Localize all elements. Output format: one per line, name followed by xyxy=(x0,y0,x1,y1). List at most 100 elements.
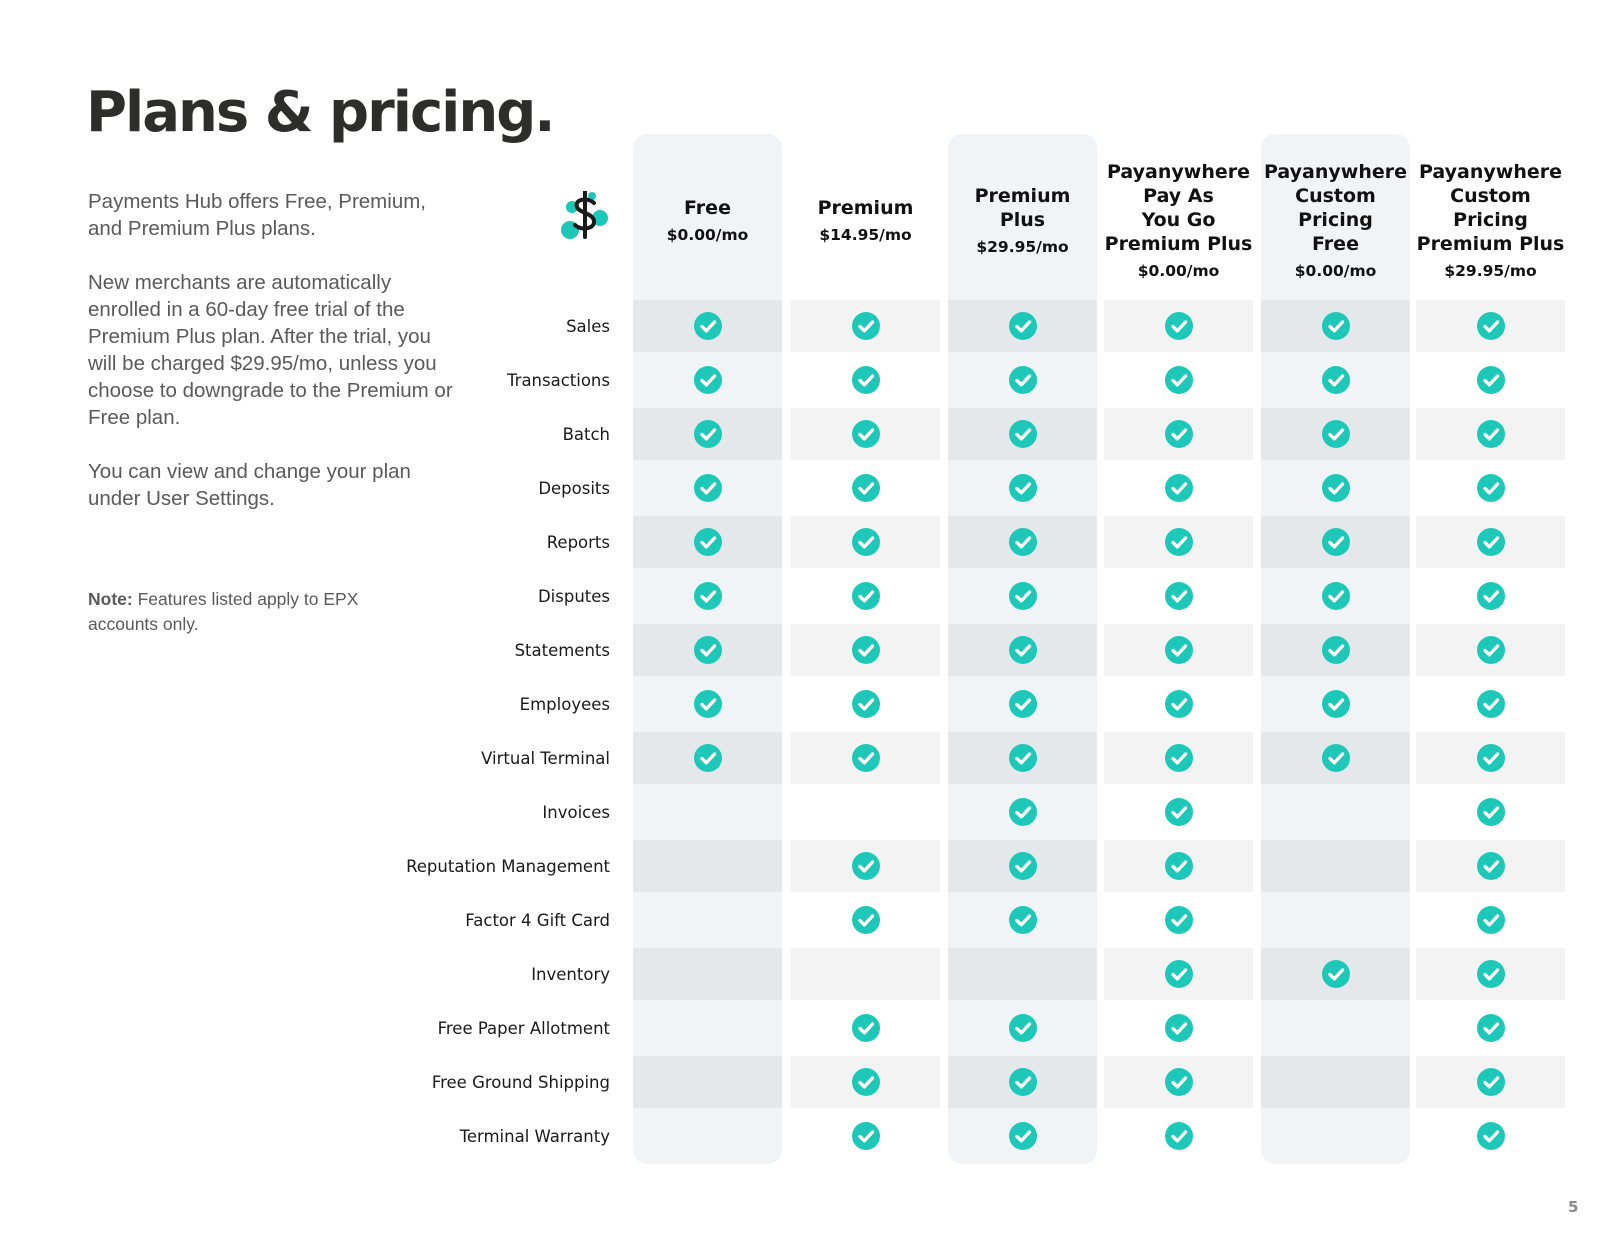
check-icon xyxy=(1476,366,1505,394)
plan-price: $29.95/mo xyxy=(976,238,1069,256)
check-icon xyxy=(1008,1122,1037,1150)
page-title: Plans & pricing. xyxy=(86,80,556,145)
feature-label: Free Ground Shipping xyxy=(431,1073,610,1092)
feature-label: Reports xyxy=(546,533,610,552)
check-icon xyxy=(693,474,722,502)
check-icon xyxy=(1008,798,1037,826)
check-icon xyxy=(851,528,880,556)
check-icon xyxy=(693,420,722,448)
check-icon xyxy=(1008,1014,1037,1042)
check-icon xyxy=(1008,852,1037,880)
feature-label: Invoices xyxy=(542,803,610,822)
check-icon xyxy=(1008,420,1037,448)
feature-label: Statements xyxy=(514,641,610,660)
check-icon xyxy=(1476,744,1505,772)
note-label: Note: xyxy=(88,589,133,609)
check-icon xyxy=(851,582,880,610)
page-number: 5 xyxy=(1568,1198,1579,1216)
check-icon xyxy=(1321,582,1350,610)
check-icon xyxy=(1164,744,1193,772)
check-icon xyxy=(1321,960,1350,988)
check-icon xyxy=(693,744,722,772)
check-icon xyxy=(1321,474,1350,502)
check-icon xyxy=(851,1068,880,1096)
row-band xyxy=(1261,840,1410,892)
intro-text: Payments Hub offers Free, Premium, and P… xyxy=(88,188,458,539)
check-icon xyxy=(851,420,880,448)
check-icon xyxy=(851,312,880,340)
check-icon xyxy=(1164,1122,1193,1150)
intro-paragraph: Payments Hub offers Free, Premium, and P… xyxy=(88,190,426,240)
check-icon xyxy=(1008,312,1037,340)
plan-header: Premium $14.95/mo xyxy=(791,150,940,290)
check-icon xyxy=(1476,1122,1505,1150)
check-icon xyxy=(851,474,880,502)
plan-price: $0.00/mo xyxy=(1294,262,1377,280)
check-icon xyxy=(851,1122,880,1150)
row-band xyxy=(791,948,940,1000)
plan-name: Free xyxy=(684,197,731,219)
check-icon xyxy=(1476,636,1505,664)
plan-price: $0.00/mo xyxy=(1137,262,1220,280)
feature-label: Virtual Terminal xyxy=(481,749,610,768)
check-icon xyxy=(1008,528,1037,556)
check-icon xyxy=(1164,1014,1193,1042)
row-band xyxy=(1261,1056,1410,1108)
plan-name: Payanywhere Custom Pricing Free xyxy=(1264,161,1407,255)
feature-label: Factor 4 Gift Card xyxy=(465,911,610,930)
dollar-molecule-icon xyxy=(561,191,608,239)
check-icon xyxy=(1476,474,1505,502)
feature-label: Terminal Warranty xyxy=(459,1127,610,1146)
check-icon xyxy=(1476,312,1505,340)
check-icon xyxy=(1321,312,1350,340)
plan-price: $14.95/mo xyxy=(819,226,912,244)
row-band xyxy=(948,948,1097,1000)
check-icon xyxy=(1321,636,1350,664)
check-icon xyxy=(1164,690,1193,718)
row-band xyxy=(633,1056,782,1108)
feature-label: Deposits xyxy=(538,479,610,498)
feature-label: Transactions xyxy=(507,371,610,390)
check-icon xyxy=(1321,744,1350,772)
check-icon xyxy=(693,312,722,340)
check-icon xyxy=(851,636,880,664)
check-icon xyxy=(1476,1068,1505,1096)
check-icon xyxy=(1476,528,1505,556)
check-icon xyxy=(851,906,880,934)
feature-label: Reputation Management xyxy=(406,857,610,876)
check-icon xyxy=(1164,1068,1193,1096)
feature-label: Disputes xyxy=(537,587,610,606)
check-icon xyxy=(1476,690,1505,718)
feature-label: Inventory xyxy=(531,965,610,984)
check-icon xyxy=(1164,960,1193,988)
check-icon xyxy=(1164,474,1193,502)
note-text: Features listed apply to EPX accounts on… xyxy=(88,589,359,634)
check-icon xyxy=(1164,420,1193,448)
check-icon xyxy=(1321,366,1350,394)
row-band xyxy=(633,840,782,892)
check-icon xyxy=(1476,960,1505,988)
check-icon xyxy=(1164,528,1193,556)
feature-label: Employees xyxy=(519,695,610,714)
check-icon xyxy=(1008,906,1037,934)
check-icon xyxy=(1476,420,1505,448)
check-icon xyxy=(1476,1014,1505,1042)
plan-header: Premium Plus $29.95/mo xyxy=(948,150,1097,290)
row-band xyxy=(633,948,782,1000)
plan-header: Free $0.00/mo xyxy=(633,150,782,290)
check-icon xyxy=(851,1014,880,1042)
check-icon xyxy=(1164,312,1193,340)
check-icon xyxy=(1008,366,1037,394)
plan-name: Premium Plus xyxy=(974,185,1071,231)
plan-price: $29.95/mo xyxy=(1444,262,1537,280)
plan-header: Payanywhere Pay As You Go Premium Plus $0… xyxy=(1104,150,1253,290)
check-icon xyxy=(1008,690,1037,718)
plan-name: Premium xyxy=(817,197,914,219)
check-icon xyxy=(1321,690,1350,718)
plan-price: $0.00/mo xyxy=(666,226,749,244)
check-icon xyxy=(1164,798,1193,826)
check-icon xyxy=(851,366,880,394)
check-icon xyxy=(1164,366,1193,394)
check-icon xyxy=(693,528,722,556)
